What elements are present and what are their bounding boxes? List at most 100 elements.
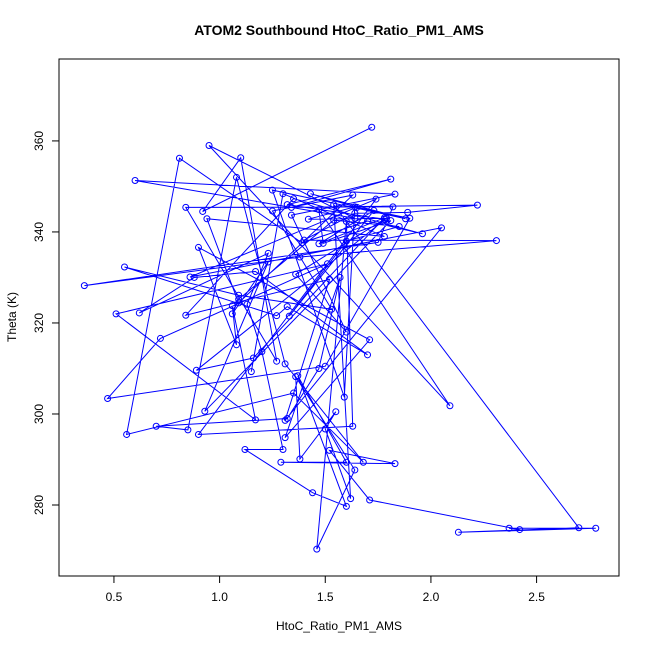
data-point: [351, 214, 359, 222]
y-tick-label: 360: [32, 131, 46, 151]
data-point: [505, 524, 513, 532]
data-point: [249, 354, 257, 362]
data-point: [374, 238, 382, 246]
x-tick-marks: [113, 576, 538, 583]
data-point: [273, 312, 281, 320]
data-point: [402, 215, 410, 223]
data-point: [325, 275, 333, 283]
data-point: [306, 190, 314, 198]
data-point: [268, 186, 276, 194]
data-point: [290, 389, 298, 397]
data-point: [372, 195, 380, 203]
data-point: [366, 336, 374, 344]
data-point: [347, 495, 355, 503]
data-point: [184, 426, 192, 434]
data-point: [321, 425, 329, 433]
data-point: [351, 466, 359, 474]
data-point: [277, 458, 285, 466]
data-point: [418, 230, 426, 238]
data-point: [194, 243, 202, 251]
x-axis: 0.5 1.0 1.5 2.0 2.5: [106, 576, 546, 604]
x-tick-labels: 0.5 1.0 1.5 2.0 2.5: [106, 590, 546, 604]
data-point: [104, 395, 112, 403]
data-point: [273, 357, 281, 365]
series-line: [84, 126, 596, 550]
data-point: [199, 207, 207, 215]
data-point: [152, 422, 160, 430]
data-point: [203, 215, 211, 223]
x-tick-label: 2.5: [528, 590, 545, 604]
plot-area-frame: [58, 58, 620, 577]
data-point: [454, 528, 462, 536]
data-point: [112, 310, 120, 318]
data-point: [342, 328, 350, 336]
data-point: [241, 445, 249, 453]
y-tick-labels: 280 300 320 340 360: [32, 131, 46, 515]
data-point: [243, 300, 251, 308]
data-point: [395, 222, 403, 230]
data-point: [252, 268, 260, 276]
data-point: [292, 270, 300, 278]
data-point: [194, 430, 202, 438]
y-axis: 280 300 320 340 360: [32, 131, 59, 515]
data-point: [366, 496, 374, 504]
data-point: [353, 203, 361, 211]
data-point: [319, 239, 327, 247]
data-point: [359, 458, 367, 466]
data-point: [201, 407, 209, 415]
data-point: [279, 190, 287, 198]
data-point: [313, 545, 321, 553]
data-point: [281, 416, 289, 424]
data-point: [285, 312, 293, 320]
data-point: [404, 208, 412, 216]
data-point: [268, 207, 276, 215]
data-point: [228, 310, 236, 318]
y-axis-label: Theta (K): [5, 292, 19, 342]
data-point: [321, 362, 329, 370]
data-point: [328, 305, 336, 313]
data-point: [123, 430, 131, 438]
x-tick-label: 0.5: [106, 590, 123, 604]
data-point: [349, 422, 357, 430]
data-point: [364, 217, 372, 225]
x-tick-label: 1.5: [317, 590, 334, 604]
data-point: [391, 190, 399, 198]
data-point: [296, 253, 304, 261]
data-point: [296, 455, 304, 463]
data-point: [342, 237, 350, 245]
data-point: [237, 154, 245, 162]
data-point: [131, 177, 139, 185]
data-point: [252, 416, 260, 424]
y-tick-label: 280: [32, 495, 46, 515]
data-point: [304, 215, 312, 223]
data-point: [228, 302, 236, 310]
data-point: [380, 232, 388, 240]
data-point: [330, 201, 338, 209]
data-point: [323, 260, 331, 268]
data-point: [342, 217, 350, 225]
data-point: [575, 524, 583, 532]
data-point: [281, 360, 289, 368]
data-point: [290, 195, 298, 203]
data-point: [368, 123, 376, 131]
data-point: [80, 282, 88, 290]
data-point: [156, 334, 164, 342]
data-point: [233, 173, 241, 181]
data-point: [315, 364, 323, 372]
chart-title: ATOM2 Southbound HtoC_Ratio_PM1_AMS: [194, 22, 484, 38]
data-point: [175, 154, 183, 162]
data-point: [205, 141, 213, 149]
data-point: [383, 214, 391, 222]
data-point: [283, 415, 291, 423]
data-point: [298, 239, 306, 247]
y-tick-label: 320: [32, 313, 46, 333]
data-point: [135, 309, 143, 317]
data-point: [287, 211, 295, 219]
data-point: [342, 458, 350, 466]
data-point: [387, 175, 395, 183]
data-point: [592, 524, 600, 532]
data-point: [192, 366, 200, 374]
data-point: [264, 249, 272, 257]
data-point: [182, 203, 190, 211]
data-point: [190, 273, 198, 281]
